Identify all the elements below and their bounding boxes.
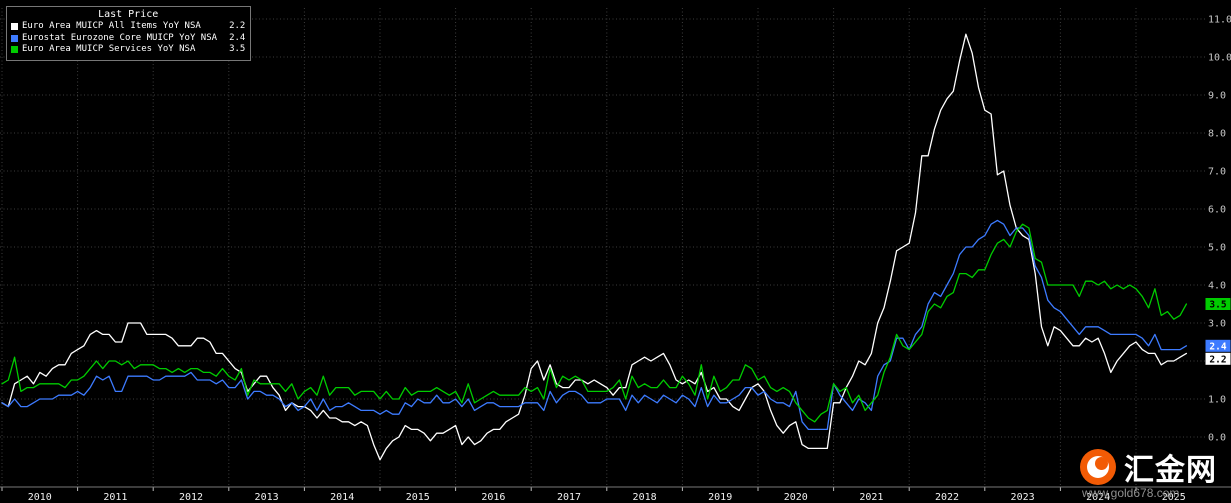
svg-text:1.0: 1.0 bbox=[1208, 395, 1226, 406]
legend-item-services[interactable]: Euro Area MUICP Services YoY NSA 3.5 bbox=[11, 44, 245, 56]
watermark-site-url: www.gold678.com bbox=[1082, 486, 1180, 500]
svg-text:2022: 2022 bbox=[935, 492, 959, 503]
svg-text:2014: 2014 bbox=[330, 492, 354, 503]
watermark-site-name: 汇金网 bbox=[1124, 453, 1217, 488]
series-swatch-all-items-icon bbox=[11, 23, 18, 31]
legend-series-label: Eurostat Eurozone Core MUICP YoY NSA bbox=[22, 32, 218, 43]
svg-text:6.0: 6.0 bbox=[1208, 205, 1226, 216]
svg-text:2021: 2021 bbox=[859, 492, 883, 503]
legend-title: Last Price bbox=[98, 9, 159, 20]
svg-text:9.0: 9.0 bbox=[1208, 91, 1226, 102]
svg-text:2011: 2011 bbox=[103, 492, 127, 503]
svg-text:2015: 2015 bbox=[406, 492, 430, 503]
legend-box: Last Price Euro Area MUICP All Items YoY… bbox=[6, 6, 252, 61]
svg-text:2018: 2018 bbox=[633, 492, 657, 503]
svg-text:2010: 2010 bbox=[28, 492, 52, 503]
svg-text:0.0: 0.0 bbox=[1208, 433, 1226, 444]
legend-series-label: Euro Area MUICP All Items YoY NSA bbox=[22, 21, 201, 31]
legend-series-value: 2.4 bbox=[229, 32, 246, 43]
svg-text:7.0: 7.0 bbox=[1208, 167, 1226, 178]
svg-text:10.0: 10.0 bbox=[1208, 53, 1231, 64]
svg-text:2023: 2023 bbox=[1011, 492, 1035, 503]
legend-series-value: 2.2 bbox=[229, 21, 246, 31]
svg-text:3.5: 3.5 bbox=[1209, 300, 1226, 311]
svg-text:2016: 2016 bbox=[481, 492, 505, 503]
svg-text:11.0: 11.0 bbox=[1208, 15, 1231, 26]
svg-text:2025: 2025 bbox=[1162, 492, 1186, 503]
legend-series-label: Euro Area MUICP Services YoY NSA bbox=[22, 44, 196, 54]
legend-item-all-items[interactable]: Euro Area MUICP All Items YoY NSA 2.2 bbox=[11, 21, 245, 33]
svg-text:3.0: 3.0 bbox=[1208, 319, 1226, 330]
watermark: 汇金网 www.gold678.com bbox=[1080, 445, 1217, 503]
svg-text:2020: 2020 bbox=[784, 492, 808, 503]
series-swatch-services-icon bbox=[11, 46, 18, 54]
svg-text:2024: 2024 bbox=[1086, 492, 1110, 503]
series-swatch-core-icon bbox=[11, 34, 18, 42]
svg-text:4.0: 4.0 bbox=[1208, 281, 1226, 292]
huijin-logo-icon bbox=[1080, 449, 1116, 485]
svg-text:2019: 2019 bbox=[708, 492, 732, 503]
watermark-brand: 汇金网 bbox=[1080, 445, 1217, 489]
svg-text:5.0: 5.0 bbox=[1208, 243, 1226, 254]
svg-text:2012: 2012 bbox=[179, 492, 203, 503]
svg-text:8.0: 8.0 bbox=[1208, 129, 1226, 140]
legend-item-core[interactable]: Eurostat Eurozone Core MUICP YoY NSA 2.4 bbox=[11, 33, 245, 45]
svg-text:2013: 2013 bbox=[255, 492, 279, 503]
svg-text:2.4: 2.4 bbox=[1209, 341, 1226, 352]
legend-series-value: 3.5 bbox=[229, 44, 246, 54]
svg-text:2017: 2017 bbox=[557, 492, 581, 503]
svg-text:2.2: 2.2 bbox=[1209, 354, 1226, 365]
